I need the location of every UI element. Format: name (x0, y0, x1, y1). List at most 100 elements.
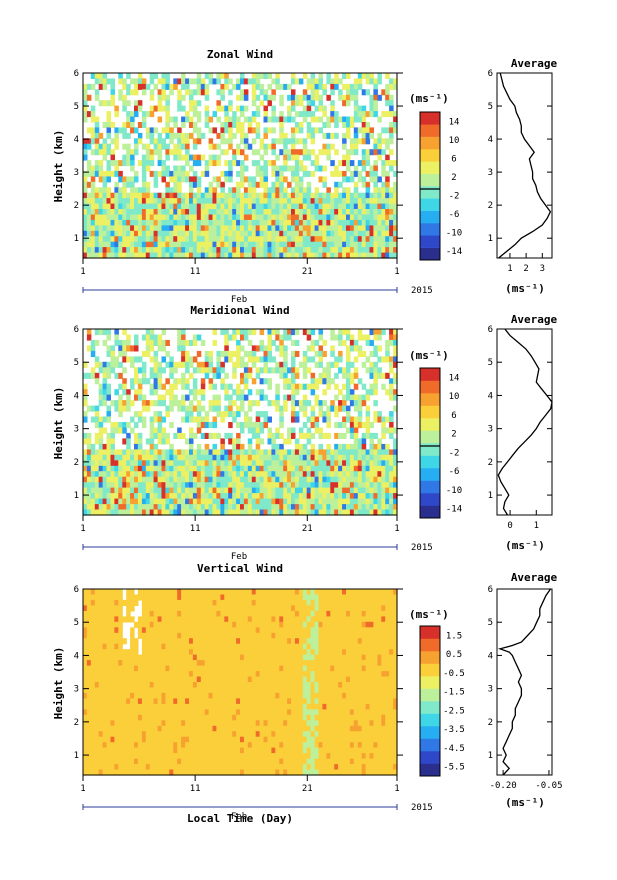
heatmap-cell (169, 589, 174, 595)
heatmap-cell (236, 122, 241, 128)
heatmap-cell (165, 449, 170, 455)
heatmap-cell (220, 236, 225, 242)
heatmap-cell (232, 187, 237, 193)
heatmap-cell (138, 444, 143, 450)
heatmap-cell (111, 693, 116, 699)
heatmap-cell (185, 198, 190, 204)
heatmap-cell (165, 193, 170, 199)
heatmap-cell (162, 395, 167, 401)
heatmap-cell (362, 499, 367, 505)
heatmap-cell (138, 433, 143, 439)
heatmap-cell (240, 138, 245, 144)
heatmap-cell (142, 764, 147, 770)
heatmap-cell (299, 236, 304, 242)
heatmap-cell (252, 78, 256, 84)
heatmap-cell (240, 444, 245, 450)
heatmap-cell (138, 411, 143, 417)
heatmap-cell (228, 351, 233, 357)
heatmap-cell (158, 605, 163, 611)
heatmap-cell (126, 84, 131, 90)
heatmap-cell (107, 499, 112, 505)
heatmap-cell (150, 247, 155, 253)
heatmap-cell (162, 671, 167, 677)
heatmap-cell (334, 78, 339, 84)
heatmap-cell (220, 89, 225, 95)
heatmap-cell (358, 345, 363, 351)
heatmap-cell (83, 149, 88, 155)
heatmap-cell (107, 78, 112, 84)
heatmap-cell (291, 73, 296, 79)
heatmap-cell (303, 488, 308, 494)
heatmap-cell (111, 759, 116, 765)
heatmap-cell (173, 242, 178, 248)
heatmap-cell (236, 362, 241, 368)
heatmap-cell (271, 225, 276, 231)
heatmap-cell (114, 666, 119, 672)
heatmap-cell (181, 373, 186, 379)
heatmap-cell (126, 231, 131, 237)
heatmap-cell (189, 737, 194, 743)
heatmap-cell (138, 78, 143, 84)
heatmap-cell (146, 242, 151, 248)
heatmap-cell (213, 488, 218, 494)
heatmap-cell (373, 138, 378, 144)
heatmap-cell (99, 660, 104, 666)
heatmap-cell (177, 731, 182, 737)
heatmap-cell (354, 220, 359, 226)
heatmap-cell (197, 482, 202, 488)
heatmap-cell (248, 455, 253, 461)
heatmap-cell (264, 504, 269, 510)
colorbar-swatch (420, 393, 440, 406)
heatmap-cell (248, 477, 253, 483)
heatmap-cell (91, 215, 96, 221)
colorbar-tick-label: 10 (449, 136, 460, 146)
heatmap-cell (275, 329, 280, 335)
heatmap-cell (271, 193, 276, 199)
heatmap-cell (165, 215, 170, 221)
heatmap-cell (111, 482, 116, 488)
x-tick-label: 11 (190, 267, 201, 277)
heatmap-cell (91, 660, 96, 666)
heatmap-cell (326, 225, 331, 231)
heatmap-cell (150, 482, 155, 488)
heatmap-cell (130, 748, 135, 754)
heatmap-cell (224, 225, 229, 231)
heatmap-cell (95, 616, 100, 622)
heatmap-cell (358, 411, 363, 417)
heatmap-cell (248, 231, 253, 237)
heatmap-cell (385, 198, 390, 204)
heatmap-cell (91, 644, 96, 650)
heatmap-cell (193, 482, 198, 488)
heatmap-cell (366, 367, 371, 373)
heatmap-cell (256, 449, 261, 455)
heatmap-cell (150, 444, 155, 450)
heatmap-cell (279, 149, 284, 155)
heatmap-cell (307, 236, 312, 242)
heatmap-cell (99, 504, 104, 510)
heatmap-cell (99, 236, 104, 242)
heatmap-cell (138, 455, 143, 461)
heatmap-cell (83, 373, 88, 379)
heatmap-cell (189, 155, 194, 161)
heatmap-cell (83, 198, 88, 204)
heatmap-cell (185, 367, 190, 373)
heatmap-cell (169, 176, 174, 182)
heatmap-cell (350, 455, 355, 461)
heatmap-cell (287, 182, 292, 188)
heatmap-cell (173, 384, 178, 390)
heatmap-cell (279, 111, 284, 117)
heatmap-cell (346, 460, 351, 466)
heatmap-cell (134, 753, 139, 759)
heatmap-cell (107, 759, 112, 765)
heatmap-cell (319, 428, 324, 434)
heatmap-cell (197, 198, 202, 204)
heatmap-cell (91, 649, 96, 655)
heatmap-cell (291, 504, 296, 510)
heatmap-cell (181, 704, 186, 710)
heatmap-cell (91, 753, 96, 759)
heatmap-cell (346, 225, 351, 231)
heatmap-cell (358, 422, 363, 428)
heatmap-cell (366, 122, 371, 128)
heatmap-cell (130, 204, 135, 210)
heatmap-cell (260, 225, 265, 231)
